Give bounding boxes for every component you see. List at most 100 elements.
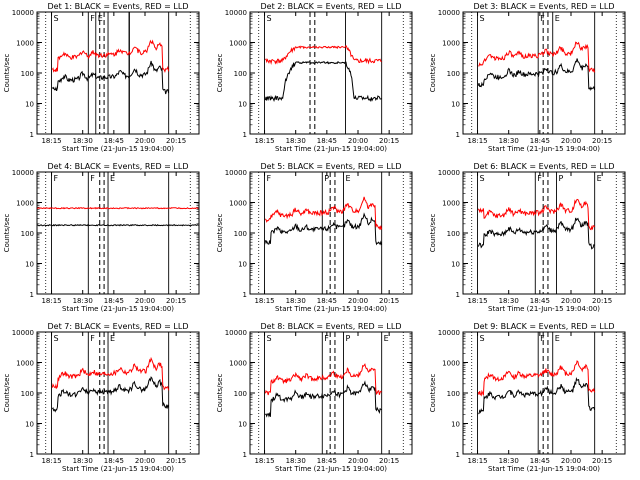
chart-panel: Det 5: BLACK = Events, RED = LLD Counts/s… [216,162,413,313]
chart-title: Det 2: BLACK = Events, RED = LLD [261,2,402,11]
y-axis-label: Counts/sec [3,54,11,93]
y-tick-label: 10 [451,101,460,109]
y-tick-label: 10 [238,101,247,109]
series-line-events [477,217,595,250]
annotation-label: E [110,174,115,183]
y-tick-label: 10000 [12,169,34,177]
series-line-events [51,376,170,413]
x-tick-label: 18:30 [73,297,93,305]
chart-title: Det 3: BLACK = Events, RED = LLD [474,2,615,11]
y-tick-label: 10 [451,261,460,269]
y-tick-label: 1000 [442,360,460,368]
y-tick-label: 10000 [12,9,34,17]
x-tick-label: 20:00 [135,457,155,465]
x-tick-label: 20:15 [379,137,399,145]
annotation-label: F [324,334,329,343]
annotation-label: F [540,14,545,23]
y-tick-label: 1000 [229,200,247,208]
annotation-label: E [384,334,389,343]
annotation-label: E [110,334,115,343]
annotation-label: F [90,334,95,343]
annotation-label: F [90,174,95,183]
y-axis-label: Counts/sec [216,214,224,253]
x-tick-label: 18:30 [286,457,306,465]
y-tick-label: 10000 [438,9,460,17]
annotation-label: F [540,334,545,343]
y-tick-label: 10 [25,421,34,429]
x-tick-label: 20:00 [348,137,368,145]
x-tick-label: 18:45 [530,457,550,465]
x-tick-label: 20:00 [561,137,581,145]
x-tick-label: 18:30 [499,137,519,145]
plot-frame [249,11,413,135]
x-tick-label: 18:45 [317,457,337,465]
x-tick-label: 18:30 [73,137,93,145]
plot-frame [462,331,626,455]
chart-panel: Det 8: BLACK = Events, RED = LLD Counts/s… [216,322,413,473]
x-tick-label: 20:00 [135,297,155,305]
chart-panel: Det 3: BLACK = Events, RED = LLD Counts/s… [429,2,626,153]
x-tick-label: 20:15 [166,137,186,145]
chart-title: Det 8: BLACK = Events, RED = LLD [261,322,402,331]
x-tick-label: 20:00 [561,297,581,305]
series-line-lld [477,198,596,231]
annotation-label: F [267,174,272,183]
chart-title: Det 6: BLACK = Events, RED = LLD [474,162,615,171]
y-tick-label: 10000 [438,169,460,177]
series-line-events [36,223,199,227]
y-tick-label: 1 [30,291,34,299]
y-tick-label: 1000 [16,40,34,48]
x-tick-label: 18:30 [286,297,306,305]
x-axis-label: Start Time (21-Jun-15 19:04:00) [488,465,600,473]
x-tick-label: 20:15 [592,137,612,145]
annotation-label: E [597,174,602,183]
x-axis-label: Start Time (21-Jun-15 19:04:00) [488,305,600,313]
x-tick-label: 18:45 [104,457,124,465]
y-axis-label: Counts/sec [3,214,11,253]
x-tick-label: 18:15 [254,297,274,305]
series-line-lld [264,363,382,396]
y-tick-label: 10000 [225,9,247,17]
y-tick-label: 1 [456,451,460,459]
x-tick-label: 18:15 [254,457,274,465]
chart-panel: Det 6: BLACK = Events, RED = LLD Counts/s… [429,162,626,313]
y-tick-label: 100 [21,390,34,398]
x-tick-label: 18:30 [499,457,519,465]
y-tick-label: 1 [243,291,247,299]
y-tick-label: 1000 [16,360,34,368]
plot-frame [36,171,200,295]
x-tick-label: 18:45 [317,297,337,305]
x-tick-label: 20:15 [379,297,399,305]
y-tick-label: 1 [456,131,460,139]
plot-frame [462,11,626,135]
y-tick-label: 1000 [442,200,460,208]
y-axis-label: Counts/sec [429,214,437,253]
annotation-label: F [537,174,542,183]
x-tick-label: 20:15 [166,297,186,305]
y-tick-label: 1000 [442,40,460,48]
series-line-events [477,58,596,91]
annotation-label: S [54,334,59,343]
x-tick-label: 18:15 [467,297,487,305]
y-tick-label: 10 [238,421,247,429]
y-tick-label: 100 [447,390,460,398]
y-tick-label: 100 [447,230,460,238]
x-tick-label: 18:45 [104,297,124,305]
y-tick-label: 1 [243,451,247,459]
annotation-label: P [324,174,329,183]
y-tick-label: 10000 [12,329,34,337]
x-tick-label: 20:15 [379,457,399,465]
y-axis-label: Counts/sec [429,54,437,93]
x-tick-label: 18:45 [317,137,337,145]
y-tick-label: 10000 [225,169,247,177]
plot-frame [36,11,200,135]
x-tick-label: 20:00 [348,457,368,465]
x-axis-label: Start Time (21-Jun-15 19:04:00) [62,465,174,473]
y-tick-label: 10 [451,421,460,429]
y-tick-label: 100 [234,70,247,78]
x-tick-label: 18:15 [41,297,61,305]
y-tick-label: 1000 [229,360,247,368]
x-axis-label: Start Time (21-Jun-15 19:04:00) [275,305,387,313]
y-axis-label: Counts/sec [216,54,224,93]
chart-panel: Det 9: BLACK = Events, RED = LLD Counts/s… [429,322,626,473]
